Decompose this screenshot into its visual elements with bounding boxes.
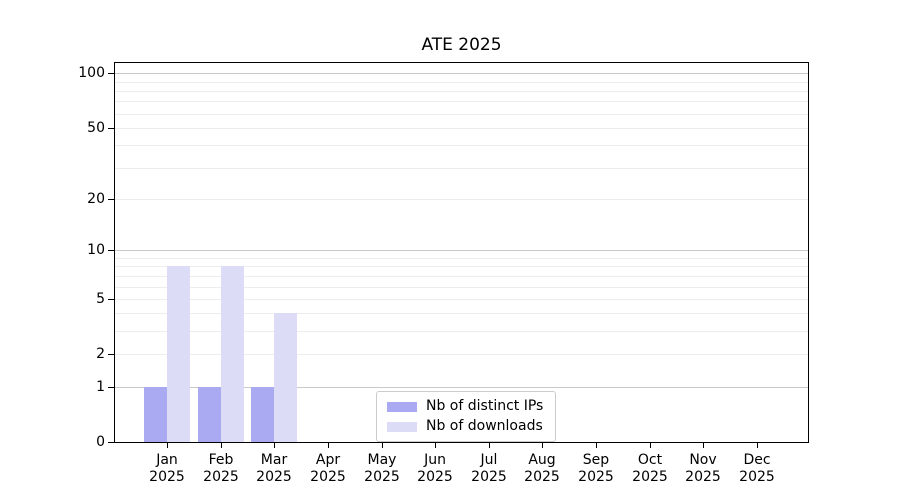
x-tick-label-oct: Oct 2025 bbox=[632, 452, 668, 485]
bar-downloads-mar bbox=[274, 313, 297, 442]
y-tick-mark-50 bbox=[108, 128, 114, 129]
x-tick-mark-sep bbox=[596, 443, 597, 448]
y-tick-mark-5 bbox=[108, 299, 114, 300]
bar-distinct-ips-jan bbox=[144, 387, 167, 442]
y-tick-label-5: 5 bbox=[96, 291, 105, 307]
y-tick-mark-100 bbox=[108, 73, 114, 74]
legend: Nb of distinct IPs Nb of downloads bbox=[376, 391, 557, 442]
gridline-y-80 bbox=[115, 91, 808, 92]
legend-item-distinct-ips: Nb of distinct IPs bbox=[387, 399, 543, 414]
x-tick-mark-nov bbox=[703, 443, 704, 448]
y-tick-mark-1 bbox=[108, 387, 114, 388]
gridline-y-50 bbox=[115, 128, 808, 129]
x-tick-label-sep: Sep 2025 bbox=[578, 452, 614, 485]
x-tick-mark-jul bbox=[489, 443, 490, 448]
bar-downloads-feb bbox=[221, 266, 244, 442]
gridline-y-5 bbox=[115, 299, 808, 300]
gridline-y-40 bbox=[115, 145, 808, 146]
x-tick-label-mar: Mar 2025 bbox=[256, 452, 292, 485]
gridline-y-1 bbox=[115, 387, 808, 388]
y-tick-mark-2 bbox=[108, 354, 114, 355]
x-tick-mark-mar bbox=[274, 443, 275, 448]
gridline-y-10 bbox=[115, 250, 808, 251]
bar-distinct-ips-feb bbox=[198, 387, 221, 442]
y-tick-label-2: 2 bbox=[96, 346, 105, 362]
x-tick-label-jul: Jul 2025 bbox=[471, 452, 507, 485]
gridline-y-4 bbox=[115, 313, 808, 314]
legend-label-downloads: Nb of downloads bbox=[426, 418, 543, 434]
x-tick-mark-oct bbox=[650, 443, 651, 448]
y-tick-label-100: 100 bbox=[78, 65, 105, 81]
y-tick-mark-0 bbox=[108, 442, 114, 443]
gridline-y-9 bbox=[115, 258, 808, 259]
gridline-y-90 bbox=[115, 82, 808, 83]
legend-item-downloads: Nb of downloads bbox=[387, 419, 543, 434]
y-tick-label-10: 10 bbox=[87, 242, 105, 258]
gridline-y-2 bbox=[115, 354, 808, 355]
x-tick-mark-jun bbox=[435, 443, 436, 448]
gridline-y-30 bbox=[115, 168, 808, 169]
gridline-y-20 bbox=[115, 199, 808, 200]
x-tick-mark-jan bbox=[167, 443, 168, 448]
legend-label-distinct-ips: Nb of distinct IPs bbox=[426, 398, 544, 414]
y-tick-label-50: 50 bbox=[87, 120, 105, 136]
x-tick-mark-aug bbox=[542, 443, 543, 448]
x-tick-label-jan: Jan 2025 bbox=[149, 452, 185, 485]
gridline-y-8 bbox=[115, 266, 808, 267]
x-tick-mark-may bbox=[382, 443, 383, 448]
y-tick-label-0: 0 bbox=[96, 434, 105, 450]
bar-distinct-ips-mar bbox=[251, 387, 274, 442]
chart-title: ATE 2025 bbox=[421, 35, 502, 55]
gridline-y-100 bbox=[115, 73, 808, 74]
x-tick-label-jun: Jun 2025 bbox=[417, 452, 453, 485]
x-tick-label-aug: Aug 2025 bbox=[524, 452, 560, 485]
x-tick-mark-apr bbox=[328, 443, 329, 448]
y-tick-label-20: 20 bbox=[87, 191, 105, 207]
gridline-y-6 bbox=[115, 287, 808, 288]
x-tick-label-may: May 2025 bbox=[364, 452, 400, 485]
gridline-y-60 bbox=[115, 114, 808, 115]
bar-downloads-jan bbox=[167, 266, 190, 442]
y-tick-mark-20 bbox=[108, 199, 114, 200]
legend-swatch-downloads bbox=[387, 421, 417, 432]
x-tick-label-dec: Dec 2025 bbox=[739, 452, 775, 485]
gridline-y-3 bbox=[115, 331, 808, 332]
x-tick-mark-dec bbox=[757, 443, 758, 448]
legend-swatch-distinct-ips bbox=[387, 401, 417, 412]
y-tick-label-1: 1 bbox=[96, 379, 105, 395]
x-tick-label-nov: Nov 2025 bbox=[685, 452, 721, 485]
gridline-y-7 bbox=[115, 276, 808, 277]
x-tick-mark-feb bbox=[221, 443, 222, 448]
y-tick-mark-10 bbox=[108, 250, 114, 251]
gridline-y-70 bbox=[115, 101, 808, 102]
x-tick-label-feb: Feb 2025 bbox=[203, 452, 239, 485]
x-tick-label-apr: Apr 2025 bbox=[310, 452, 346, 485]
plot-area: Nb of distinct IPs Nb of downloads bbox=[114, 62, 809, 443]
